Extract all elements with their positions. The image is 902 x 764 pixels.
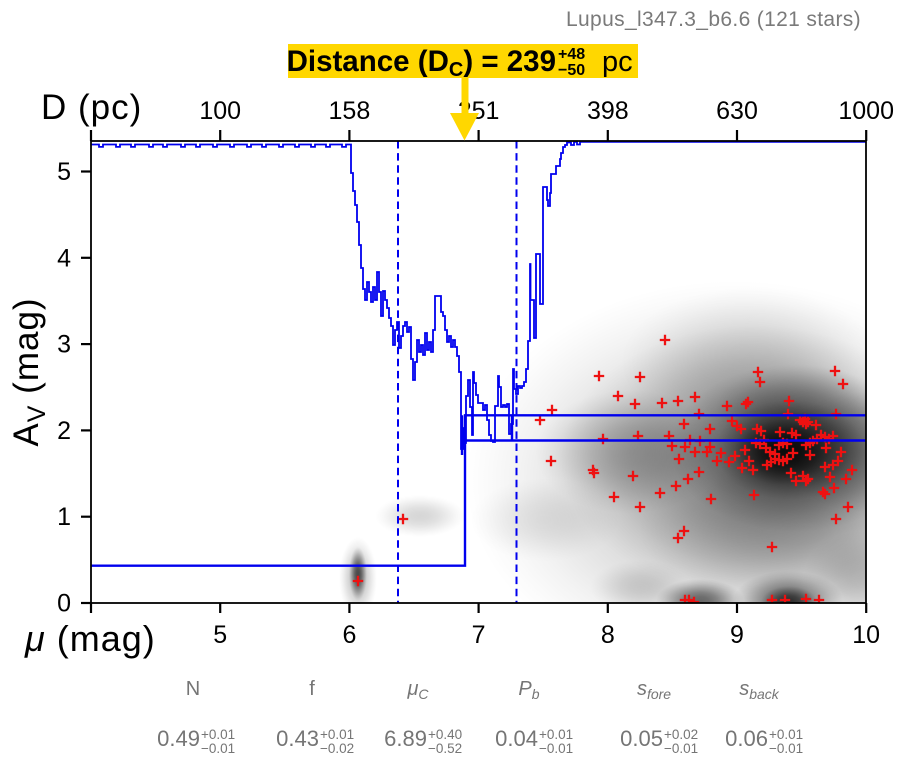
svg-text:3: 3	[57, 331, 71, 359]
svg-text:630: 630	[716, 97, 758, 125]
svg-text:−0.01: −0.01	[664, 741, 698, 756]
svg-text:N: N	[186, 678, 200, 700]
svg-text:0.04: 0.04	[495, 726, 538, 751]
svg-text:+0.40: +0.40	[428, 727, 462, 742]
svg-text:pc: pc	[602, 46, 633, 78]
svg-text:100: 100	[199, 97, 241, 125]
svg-text:Distance (DC) = 239: Distance (DC) = 239	[287, 45, 556, 81]
svg-text:9: 9	[730, 621, 744, 649]
svg-text:1: 1	[57, 503, 71, 531]
svg-text:398: 398	[587, 97, 629, 125]
svg-text:−0.01: −0.01	[201, 741, 235, 756]
svg-text:−0.01: −0.01	[769, 741, 803, 756]
svg-text:5: 5	[57, 158, 71, 186]
svg-text:2: 2	[57, 417, 71, 445]
svg-text:0.43: 0.43	[276, 726, 319, 751]
svg-text:8: 8	[601, 621, 615, 649]
svg-text:f: f	[309, 678, 315, 700]
svg-text:6.89: 6.89	[384, 726, 427, 751]
svg-text:−50: −50	[558, 62, 585, 79]
svg-text:μ (mag): μ (mag)	[24, 618, 156, 659]
svg-text:5: 5	[213, 621, 227, 649]
svg-text:4: 4	[57, 244, 71, 272]
svg-text:+48: +48	[558, 46, 585, 63]
svg-text:1000: 1000	[838, 97, 894, 125]
svg-text:AV (mag): AV (mag)	[7, 297, 51, 446]
svg-text:10: 10	[852, 621, 880, 649]
svg-text:−0.52: −0.52	[428, 741, 462, 756]
svg-text:0: 0	[57, 590, 71, 618]
svg-text:+0.01: +0.01	[769, 727, 803, 742]
svg-text:−0.01: −0.01	[539, 741, 573, 756]
svg-text:+0.02: +0.02	[664, 727, 698, 742]
svg-text:+0.01: +0.01	[539, 727, 573, 742]
svg-text:0.05: 0.05	[620, 726, 663, 751]
svg-text:+0.01: +0.01	[320, 727, 354, 742]
svg-text:−0.02: −0.02	[320, 741, 354, 756]
svg-text:D (pc): D (pc)	[41, 88, 142, 127]
svg-text:7: 7	[472, 621, 486, 649]
svg-text:0.49: 0.49	[157, 726, 200, 751]
svg-text:0.06: 0.06	[725, 726, 768, 751]
svg-text:+0.01: +0.01	[201, 727, 235, 742]
svg-text:158: 158	[329, 97, 371, 125]
svg-text:6: 6	[342, 621, 356, 649]
svg-text:Lupus_l347.3_b6.6 (121 stars): Lupus_l347.3_b6.6 (121 stars)	[566, 8, 861, 31]
